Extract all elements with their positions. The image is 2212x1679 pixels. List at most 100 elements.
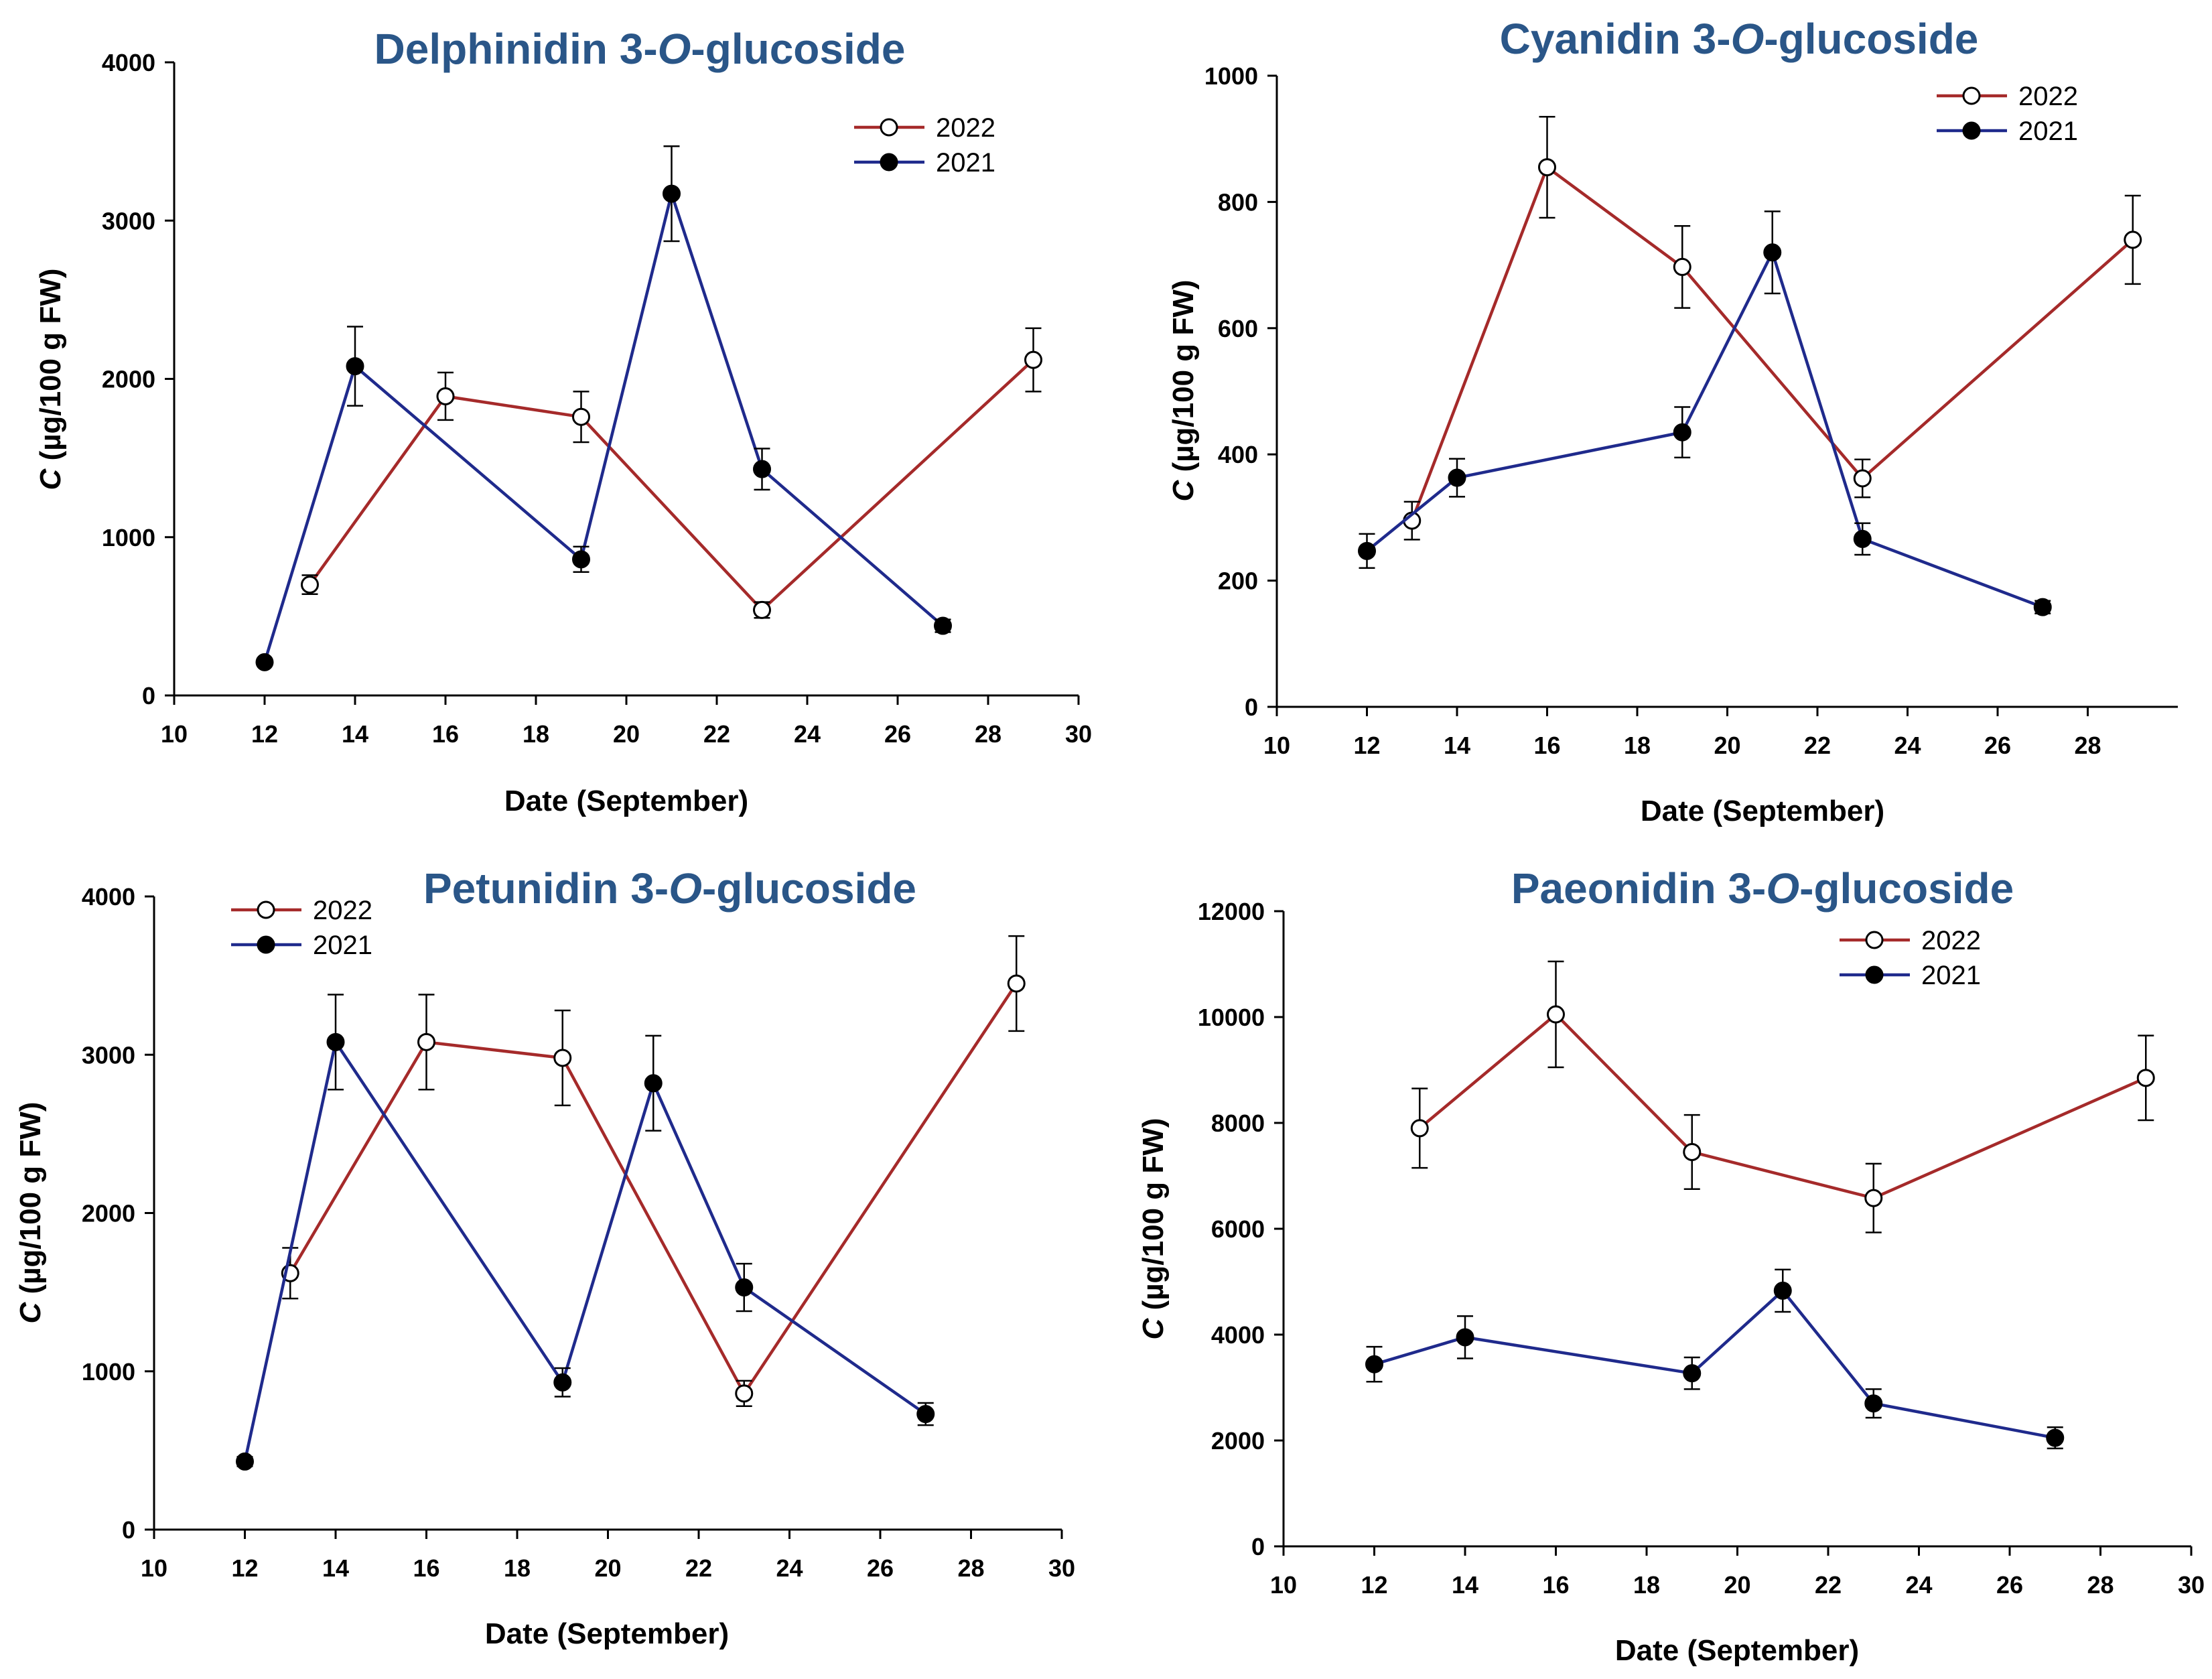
data-point-2022 (572, 407, 590, 426)
legend-marker-2021 (1865, 965, 1884, 984)
data-point-2021 (346, 357, 364, 376)
data-point-2021 (1365, 1355, 1383, 1373)
x-tick-label: 16 (413, 1554, 439, 1582)
data-point-2021 (236, 1452, 254, 1471)
y-tick-label: 0 (142, 682, 155, 710)
series-2021 (236, 994, 935, 1471)
series-line-2021 (243, 1038, 927, 1462)
chart-svg: Cyanidin 3-O-glucoside 0 200 400 600 800 1000 1… (1167, 15, 2178, 827)
x-tick-label: 20 (1714, 732, 1740, 759)
data-point-2021 (1448, 468, 1466, 487)
series-2021 (1358, 210, 2052, 616)
chart-title-suffix: -glucoside (1764, 15, 1978, 63)
data-point-2022 (1673, 257, 1691, 276)
series-line-2021 (1366, 248, 2044, 609)
y-tick-label: 1000 (102, 524, 155, 551)
series-line-2022 (1418, 1012, 2147, 1200)
chart-title-italic: O (669, 864, 702, 913)
data-point-2021 (326, 1032, 345, 1051)
legend-marker-2021 (257, 935, 275, 954)
y-tick-label: 400 (1218, 441, 1258, 468)
x-tick-label: 10 (1270, 1571, 1297, 1599)
chart-title-prefix: Delphinidin 3- (374, 25, 658, 73)
y-tick-label: 6000 (1211, 1215, 1265, 1243)
chart-title: Delphinidin 3-O-glucoside (374, 25, 906, 73)
y-axis-label-rest: (µg/100 g FW) (1167, 280, 1200, 480)
x-axis-label: Date (September) (504, 785, 748, 817)
x-tick-label: 26 (1984, 732, 2011, 759)
x-axis-label: Date (September) (1615, 1634, 1859, 1667)
x-tick-label: 10 (1263, 732, 1290, 759)
y-tick-label: 0 (1251, 1533, 1265, 1560)
x-tick-label: 26 (884, 720, 911, 748)
legend-label-2022: 2022 (313, 896, 372, 925)
y-tick-label: 800 (1218, 188, 1258, 216)
chart-panel-petunidin: Petunidin 3-O-glucoside 0 1000 2000 3000 4000… (0, 840, 1106, 1679)
y-tick-label: 0 (122, 1516, 135, 1544)
data-point-2021 (1683, 1364, 1702, 1383)
x-axis-label: Date (September) (1641, 795, 1884, 827)
data-point-2022 (417, 1032, 435, 1051)
chart-title-italic: O (1766, 864, 1799, 913)
chart-title-italic: O (1731, 15, 1765, 63)
data-point-2021 (916, 1405, 935, 1424)
data-point-2021 (1673, 423, 1691, 442)
legend-marker-2022 (257, 900, 275, 919)
x-tick-label: 22 (685, 1554, 712, 1582)
x-tick-label: 24 (794, 720, 821, 748)
y-tick-label: 600 (1218, 315, 1258, 342)
data-point-2022 (1024, 350, 1042, 369)
x-tick-label: 18 (523, 720, 549, 748)
data-point-2022 (1853, 469, 1872, 488)
series-line-2021 (1373, 1288, 2056, 1440)
y-axis-label: C (µg/100 g FW) (34, 269, 67, 490)
legend-marker-2021 (880, 153, 898, 172)
y-tick-label: 2000 (102, 366, 155, 393)
x-tick-label: 18 (504, 1554, 531, 1582)
chart-title-prefix: Cyanidin 3- (1500, 15, 1731, 63)
legend-label-2021: 2021 (936, 148, 995, 178)
y-tick-label: 200 (1218, 567, 1258, 595)
x-tick-label: 16 (1533, 732, 1560, 759)
data-point-2021 (255, 653, 274, 671)
data-point-2022 (301, 576, 319, 594)
x-tick-label: 24 (1894, 732, 1921, 759)
y-tick-label: 2000 (82, 1200, 135, 1227)
y-tick-label: 3000 (102, 207, 155, 234)
data-point-2022 (1547, 1005, 1565, 1024)
x-tick-label: 22 (703, 720, 730, 748)
chart-panel-delphinidin: Delphinidin 3-O-glucoside 0 1000 2000 3000 40… (0, 0, 1106, 840)
x-tick-label: 20 (594, 1554, 621, 1582)
data-point-2022 (436, 387, 455, 405)
y-tick-label: 3000 (82, 1041, 135, 1069)
chart-title-suffix: -glucoside (691, 25, 905, 73)
y-axis-label-italic: C (34, 468, 67, 490)
data-point-2022 (2136, 1069, 2155, 1087)
data-point-2021 (735, 1278, 754, 1297)
legend-label-2021: 2021 (1921, 961, 1981, 990)
y-axis-label: C (µg/100 g FW) (1137, 1118, 1170, 1340)
x-tick-label: 10 (161, 720, 188, 748)
data-point-2021 (753, 460, 771, 478)
x-tick-label: 16 (1542, 1571, 1569, 1599)
x-tick-label: 26 (867, 1554, 894, 1582)
y-tick-label: 0 (1245, 693, 1258, 721)
x-tick-label: 20 (613, 720, 640, 748)
x-tick-label: 14 (1444, 732, 1470, 759)
y-axis-label-italic: C (1167, 479, 1200, 501)
x-tick-label: 12 (1353, 732, 1380, 759)
x-tick-label: 26 (1996, 1571, 2023, 1599)
chart-title-suffix: -glucoside (1799, 864, 2014, 913)
series-2022 (1403, 115, 2142, 541)
y-tick-label: 1000 (1204, 62, 1258, 90)
x-tick-label: 30 (1048, 1554, 1075, 1582)
data-point-2022 (1864, 1189, 1883, 1207)
series-2022 (1410, 960, 2155, 1233)
y-axis-label-rest: (µg/100 g FW) (1137, 1118, 1170, 1319)
legend-label-2022: 2022 (936, 113, 995, 143)
y-axis-label-italic: C (14, 1301, 47, 1323)
data-point-2021 (2033, 598, 2052, 616)
data-point-2021 (1864, 1394, 1883, 1413)
x-tick-label: 20 (1724, 1571, 1750, 1599)
data-point-2021 (663, 184, 681, 203)
